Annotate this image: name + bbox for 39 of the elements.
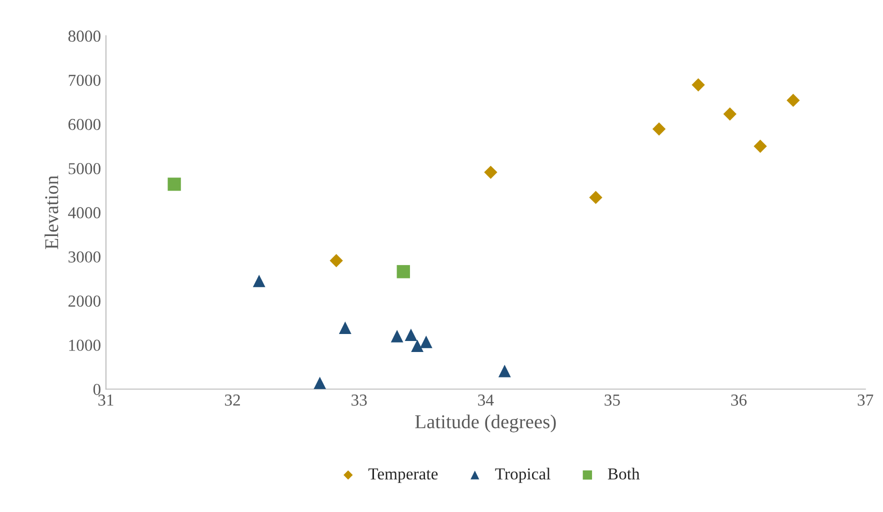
x-tick-label: 37: [858, 394, 874, 406]
y-tick-label: 6000: [68, 118, 100, 130]
y-tick-label: 8000: [68, 30, 100, 42]
point: [484, 166, 498, 179]
x-axis-title: Latitude (degrees): [415, 414, 556, 432]
point: [786, 94, 800, 107]
y-axis-title: Elevation: [44, 176, 58, 250]
legend-label: Temperate: [368, 468, 438, 483]
legend-label: Tropical: [495, 468, 550, 483]
y-tick-label: 7000: [68, 74, 100, 86]
y-tick-label: 1000: [69, 340, 100, 351]
x-tick-label: 34: [478, 394, 494, 406]
point: [404, 328, 418, 342]
point: [338, 322, 352, 334]
y-tick-label: 3000: [68, 251, 100, 263]
point: [723, 107, 737, 121]
point: [589, 190, 602, 204]
point: [692, 78, 705, 92]
x-tick-label: 35: [604, 394, 620, 406]
point: [252, 274, 266, 288]
x-tick-label: 33: [352, 394, 367, 406]
point: [168, 178, 181, 191]
x-tick-label: 36: [731, 394, 747, 406]
y-tick-label: 4000: [68, 207, 100, 218]
x-tick-label: 32: [224, 394, 240, 406]
point: [396, 265, 410, 278]
point: [314, 376, 326, 390]
point: [411, 340, 424, 352]
y-tick-label: 0: [93, 384, 100, 396]
point: [330, 254, 343, 268]
point: [498, 364, 511, 378]
y-tick-label: 5000: [68, 163, 100, 174]
x-tick-label: 31: [98, 394, 114, 406]
point: [652, 122, 666, 136]
y-tick-label: 2000: [68, 296, 100, 307]
point: [420, 336, 432, 348]
point: [390, 330, 404, 342]
legend-label: Both: [608, 468, 640, 480]
point: [754, 140, 767, 153]
